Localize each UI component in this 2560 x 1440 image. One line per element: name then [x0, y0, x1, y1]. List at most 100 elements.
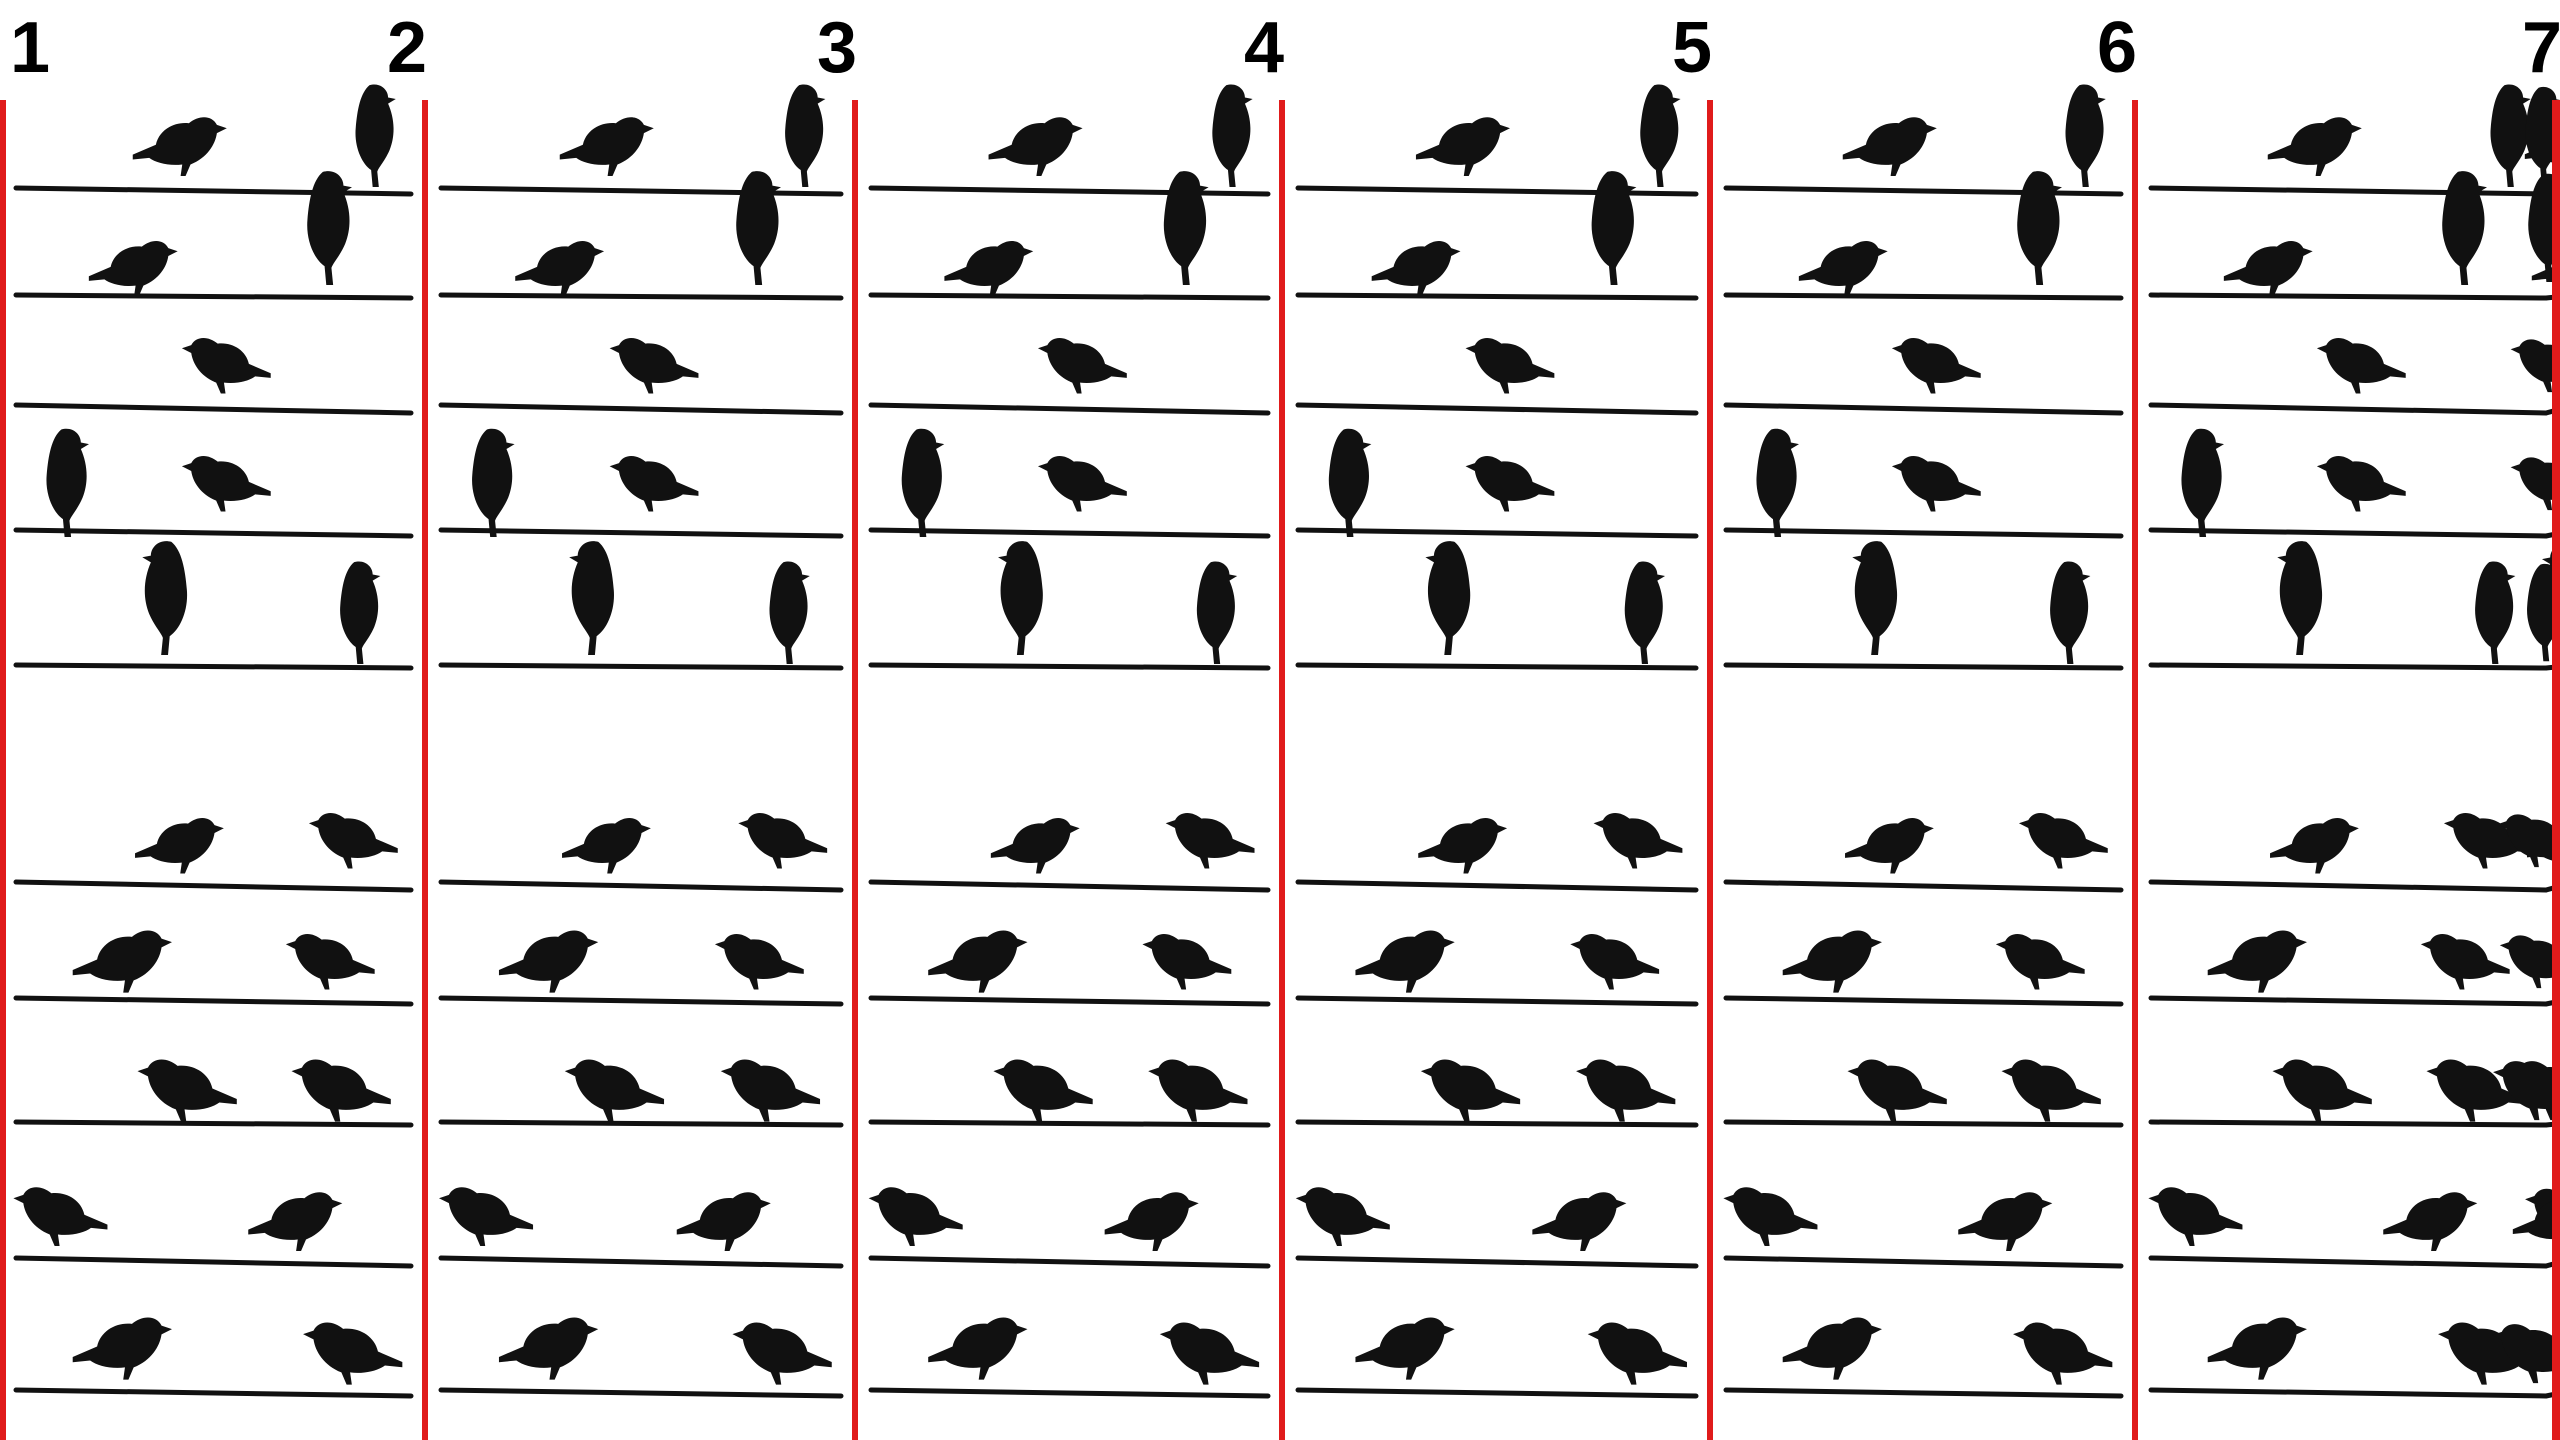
bird-silhouette-icon[interactable] — [1756, 428, 1799, 537]
bird-silhouette-icon[interactable] — [1624, 561, 1666, 664]
bird-silhouette-icon[interactable] — [2018, 812, 2108, 869]
bird-silhouette-icon[interactable] — [1593, 812, 1683, 869]
bird-silhouette-icon[interactable] — [498, 930, 599, 993]
bird-silhouette-icon[interactable] — [1842, 117, 1937, 177]
bird-silhouette-icon[interactable] — [1159, 1322, 1260, 1385]
bird-silhouette-icon[interactable] — [181, 455, 271, 512]
bird-silhouette-icon[interactable] — [988, 117, 1083, 177]
bird-silhouette-icon[interactable] — [1570, 933, 1660, 990]
bird-silhouette-icon[interactable] — [2181, 428, 2224, 537]
bird-silhouette-icon[interactable] — [472, 428, 515, 537]
bird-column-2[interactable] — [438, 84, 844, 1399]
bird-silhouette-icon[interactable] — [1591, 171, 1637, 285]
bird-silhouette-icon[interactable] — [785, 84, 826, 188]
bird-silhouette-icon[interactable] — [1037, 337, 1127, 394]
bird-silhouette-icon[interactable] — [1415, 117, 1510, 177]
bird-silhouette-icon[interactable] — [1576, 1059, 1676, 1122]
bird-silhouette-icon[interactable] — [46, 428, 89, 537]
bird-silhouette-icon[interactable] — [2013, 1322, 2113, 1385]
bird-silhouette-icon[interactable] — [135, 817, 224, 874]
bird-silhouette-icon[interactable] — [1196, 561, 1238, 664]
bird-silhouette-icon[interactable] — [2270, 817, 2359, 874]
bird-silhouette-icon[interactable] — [1420, 1059, 1521, 1122]
bird-silhouette-icon[interactable] — [1891, 455, 1981, 512]
bird-silhouette-icon[interactable] — [1371, 240, 1461, 297]
bird-silhouette-icon[interactable] — [307, 171, 352, 285]
bird-silhouette-icon[interactable] — [993, 1059, 1093, 1122]
bird-silhouette-icon[interactable] — [2277, 541, 2323, 655]
bird-silhouette-icon[interactable] — [2442, 171, 2487, 285]
bird-silhouette-icon[interactable] — [439, 1187, 534, 1247]
bird-silhouette-icon[interactable] — [1995, 933, 2085, 990]
bird-column-3[interactable] — [868, 84, 1271, 1399]
bird-silhouette-icon[interactable] — [901, 428, 945, 537]
bird-silhouette-icon[interactable] — [562, 817, 651, 874]
bird-silhouette-icon[interactable] — [1891, 337, 1981, 394]
bird-silhouette-icon[interactable] — [1425, 541, 1471, 655]
bird-silhouette-icon[interactable] — [769, 561, 810, 664]
bird-silhouette-icon[interactable] — [137, 1059, 237, 1122]
bird-silhouette-icon[interactable] — [1165, 812, 1255, 869]
bird-silhouette-icon[interactable] — [2148, 1187, 2243, 1247]
bird-silhouette-icon[interactable] — [1163, 171, 1209, 285]
bird-silhouette-icon[interactable] — [559, 117, 654, 177]
bird-silhouette-icon[interactable] — [1587, 1322, 1687, 1385]
bird-silhouette-icon[interactable] — [308, 812, 398, 869]
bird-silhouette-icon[interactable] — [2316, 455, 2406, 512]
bird-silhouette-icon[interactable] — [1355, 1317, 1455, 1380]
bird-silhouette-icon[interactable] — [2065, 84, 2106, 188]
bird-silhouette-icon[interactable] — [1852, 541, 1898, 655]
bird-silhouette-icon[interactable] — [738, 812, 828, 869]
bird-silhouette-icon[interactable] — [1328, 428, 1372, 537]
bird-silhouette-icon[interactable] — [285, 933, 375, 990]
bird-silhouette-icon[interactable] — [291, 1059, 391, 1122]
bird-silhouette-icon[interactable] — [1142, 933, 1232, 990]
bird-silhouette-icon[interactable] — [355, 84, 396, 188]
bird-silhouette-icon[interactable] — [1465, 337, 1555, 394]
bird-silhouette-icon[interactable] — [1958, 1192, 2053, 1252]
bird-silhouette-icon[interactable] — [1723, 1187, 1818, 1247]
bird-silhouette-icon[interactable] — [72, 930, 172, 993]
bird-silhouette-icon[interactable] — [1782, 930, 1882, 993]
bird-silhouette-icon[interactable] — [1640, 84, 1681, 188]
bird-silhouette-icon[interactable] — [1845, 817, 1934, 874]
bird-silhouette-icon[interactable] — [928, 930, 1028, 993]
bird-silhouette-icon[interactable] — [498, 1317, 599, 1380]
bird-silhouette-icon[interactable] — [1037, 455, 1127, 512]
bird-silhouette-icon[interactable] — [132, 117, 227, 177]
bird-column-4[interactable] — [1295, 84, 1699, 1399]
bird-silhouette-icon[interactable] — [2017, 171, 2062, 285]
bird-silhouette-icon[interactable] — [2420, 933, 2510, 990]
bird-silhouette-icon[interactable] — [181, 337, 271, 394]
bird-silhouette-icon[interactable] — [2272, 1059, 2372, 1122]
bird-silhouette-icon[interactable] — [248, 1192, 343, 1252]
bird-silhouette-icon[interactable] — [72, 1317, 172, 1380]
bird-silhouette-icon[interactable] — [142, 541, 188, 655]
bird-silhouette-icon[interactable] — [1532, 1192, 1627, 1252]
bird-silhouette-icon[interactable] — [1212, 84, 1253, 188]
bird-silhouette-icon[interactable] — [1418, 817, 1508, 874]
bird-silhouette-icon[interactable] — [2475, 561, 2516, 664]
bird-silhouette-icon[interactable] — [732, 1322, 832, 1385]
bird-silhouette-icon[interactable] — [714, 933, 804, 990]
bird-silhouette-icon[interactable] — [609, 455, 699, 512]
bird-silhouette-icon[interactable] — [609, 337, 699, 394]
bird-silhouette-icon[interactable] — [2499, 935, 2560, 989]
bird-silhouette-icon[interactable] — [720, 1059, 821, 1122]
bird-silhouette-icon[interactable] — [569, 541, 614, 655]
bird-column-6[interactable] — [2148, 84, 2549, 1399]
bird-silhouette-icon[interactable] — [1465, 455, 1555, 512]
bird-silhouette-icon[interactable] — [1148, 1059, 1248, 1122]
bird-silhouette-icon[interactable] — [998, 541, 1043, 655]
bird-silhouette-icon[interactable] — [2316, 337, 2406, 394]
bird-silhouette-icon[interactable] — [2490, 84, 2531, 188]
bird-silhouette-icon[interactable] — [303, 1322, 403, 1385]
bird-silhouette-icon[interactable] — [88, 240, 178, 297]
bird-silhouette-icon[interactable] — [1295, 1187, 1390, 1247]
bird-silhouette-icon[interactable] — [1782, 1317, 1882, 1380]
bird-silhouette-icon[interactable] — [2267, 117, 2362, 177]
bird-silhouette-icon[interactable] — [2001, 1059, 2101, 1122]
bird-silhouette-icon[interactable] — [868, 1187, 963, 1247]
bird-silhouette-icon[interactable] — [2050, 561, 2091, 664]
bird-column-7[interactable] — [2491, 86, 2560, 1399]
